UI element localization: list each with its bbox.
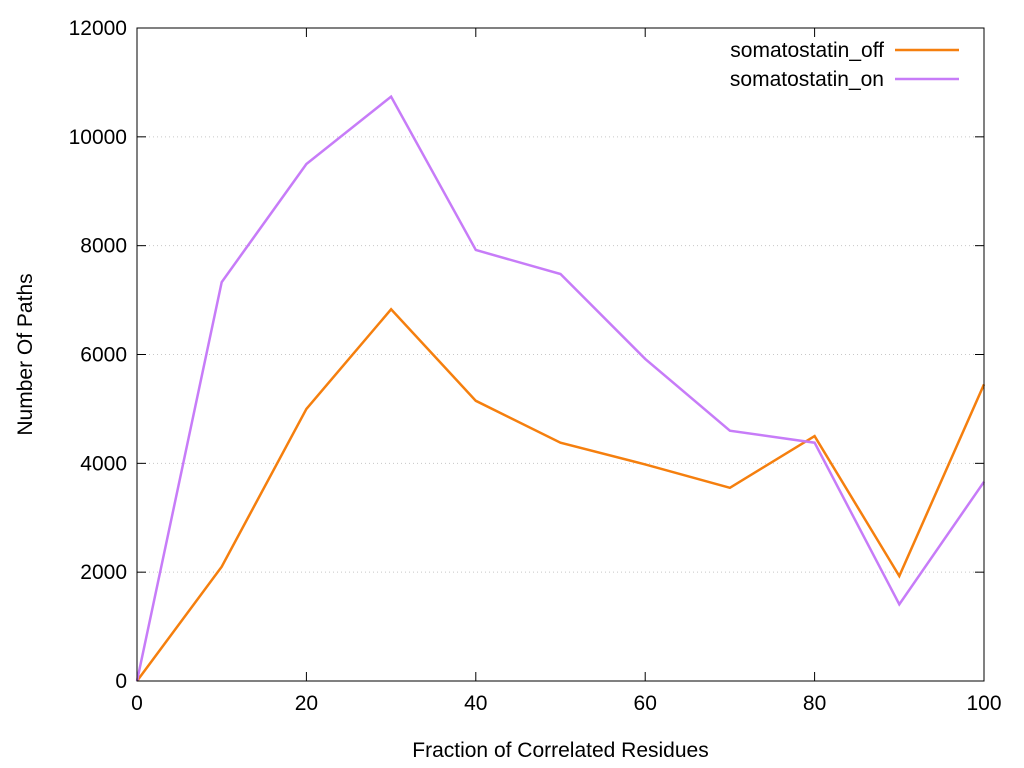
- legend: somatostatin_off somatostatin_on: [730, 39, 959, 91]
- y-axis-title: Number Of Paths: [14, 273, 37, 435]
- series-lines: [135, 94, 986, 682]
- x-tick-label: 100: [966, 692, 1001, 715]
- legend-label-somatostatin-off: somatostatin_off: [730, 39, 884, 62]
- x-tick-label: 40: [464, 692, 487, 715]
- x-tick-label: 60: [634, 692, 657, 715]
- y-tick-label: 12000: [69, 17, 127, 40]
- axis-ticks: [136, 27, 985, 682]
- y-tick-label: 0: [115, 670, 127, 693]
- x-axis-title: Fraction of Correlated Residues: [412, 739, 708, 762]
- series-line-somatostatin-off: [135, 307, 986, 682]
- y-tick-label: 2000: [80, 561, 127, 584]
- x-tick-label: 0: [131, 692, 143, 715]
- y-tick-label: 6000: [80, 344, 127, 367]
- x-tick-label: 20: [295, 692, 318, 715]
- plot-frame: [136, 27, 985, 682]
- tick-labels: 0 2000 4000 6000 8000 10000 12000 0 20 40 60 80 100: [69, 17, 1002, 715]
- y-tick-label: 10000: [69, 126, 127, 149]
- y-tick-label: 4000: [80, 452, 127, 475]
- series-line-somatostatin-on: [135, 94, 986, 682]
- x-tick-label: 80: [803, 692, 826, 715]
- legend-label-somatostatin-on: somatostatin_on: [730, 68, 884, 91]
- y-tick-label: 8000: [80, 235, 127, 258]
